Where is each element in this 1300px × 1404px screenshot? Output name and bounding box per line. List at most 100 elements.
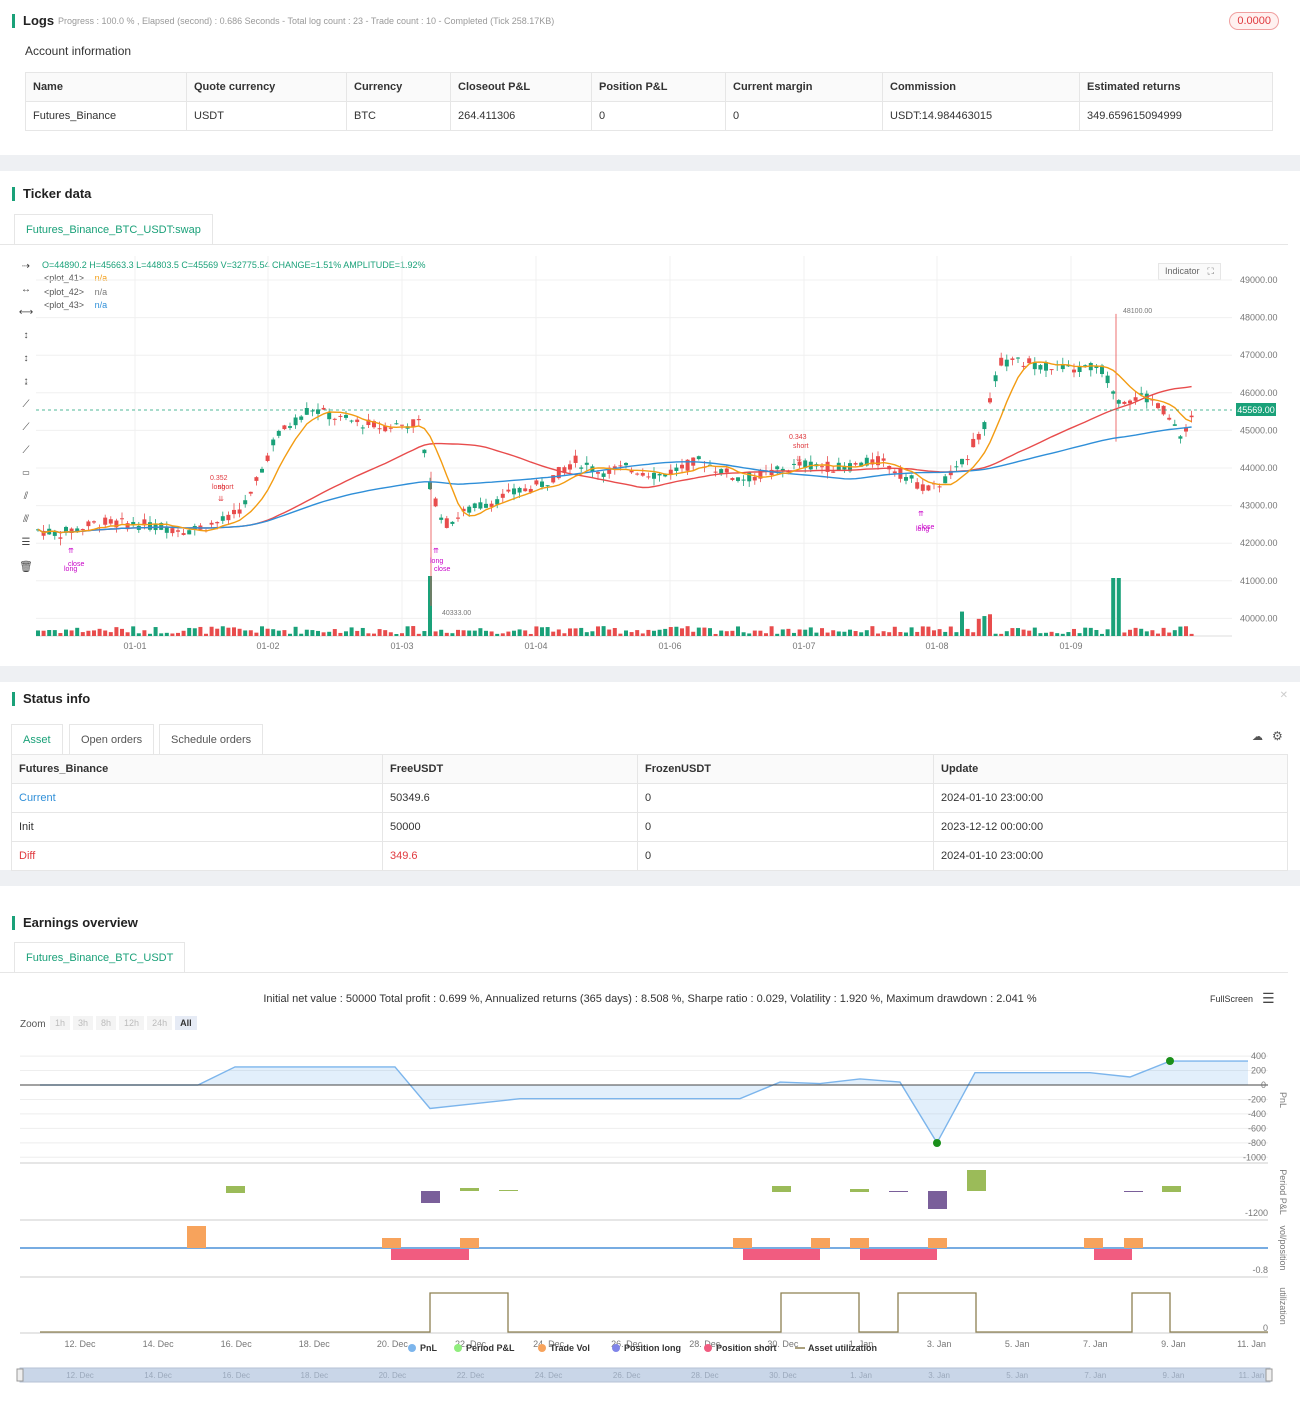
position-short-bar [391,1249,469,1260]
candle-body [243,500,248,505]
candle-body [276,430,281,436]
x-tick-label: 22. Dec [455,1339,487,1349]
candle-body [584,462,589,465]
parallel-channel-icon[interactable]: ⫽ [23,491,29,502]
trash-icon[interactable]: 🗑 [19,561,33,573]
candle-body [881,458,886,461]
fib-retracement-icon[interactable]: ☰ [21,537,31,548]
legend-label[interactable]: Position short [716,1343,777,1353]
volume-bar [265,628,270,636]
period-pnl-bar [421,1191,440,1203]
horizontal-segment-icon[interactable]: ⟷ [18,307,34,318]
legend-name: <plot_41> [44,273,85,283]
volume-bar [187,627,192,636]
volume-bar [450,633,455,636]
candle-body [321,407,326,410]
zoom-option[interactable]: 12h [119,1016,145,1030]
account-header: Closeout P&L [450,72,592,102]
cloud-download-icon[interactable]: ☁ [1252,731,1263,743]
volume-bar [814,632,819,636]
volume-bar [1184,626,1188,636]
fib-channel-icon[interactable]: ⫻ [23,514,29,525]
trend-line-icon[interactable]: ⟋ [22,399,30,410]
zoom-option[interactable]: 1h [50,1016,71,1030]
volume-bar [1139,628,1144,636]
legend-label[interactable]: Position long [624,1343,681,1353]
utilization-line [40,1292,1268,1333]
logs-badge[interactable]: 0.0000 [1229,12,1279,30]
extended-line-icon[interactable]: ⟋ [22,445,30,456]
status-panel: Status info ✕ Asset Open orders Schedule… [0,682,1300,871]
menu-icon[interactable]: ☰ [1262,990,1275,1006]
volume-bar [1004,631,1009,636]
candle-body [534,480,539,485]
volume-bar [590,631,595,636]
candle-body [1122,401,1127,404]
candle-body [853,463,858,465]
pnl-tick-label: -800 [1248,1138,1266,1148]
price-range-icon[interactable]: ▭ [22,468,30,477]
period-pnl-bar [772,1186,791,1192]
volume-bar [528,633,533,636]
volume-bar [394,633,399,636]
navigator-range[interactable] [19,1367,1271,1383]
earnings-chart[interactable]: 400 200 0 -200 -400 -600 -800 -1000 PnL Period P&… [0,886,1300,1404]
x-tick-label: 30. Dec [767,1339,799,1349]
volume-bar [237,628,242,636]
volume-bar [668,627,673,636]
tab-earnings-symbol[interactable]: Futures_Binance_BTC_USDT [14,942,186,972]
vertical-line-icon[interactable]: ↕ [23,353,29,364]
x-tick-label: 01-04 [524,641,547,651]
fullscreen-button[interactable]: FullScreen [1210,994,1253,1004]
tab-asset[interactable]: Asset [11,724,63,754]
legend-label[interactable]: Trade Vol [550,1343,590,1353]
volume-bar [1122,632,1127,636]
zoom-option[interactable]: 24h [147,1016,173,1030]
tab-schedule-orders[interactable]: Schedule orders [159,724,264,754]
legend-label[interactable]: PnL [420,1343,438,1353]
zoom-option[interactable]: 8h [96,1016,117,1030]
navigator-right-handle[interactable] [1265,1368,1273,1382]
legend-label[interactable]: Asset utilization [808,1343,877,1353]
candle-body [1116,400,1121,404]
volume-bar [674,626,679,636]
candle-body [1038,365,1043,370]
volume-bar [405,626,410,636]
candle-body [456,517,460,519]
candle-body [52,530,57,536]
volume-bar [887,632,892,636]
horizontal-line-icon[interactable]: ↔ [21,284,31,295]
zoom-option[interactable]: 3h [73,1016,94,1030]
ray-line-icon[interactable]: ⟋ [22,422,30,433]
vertical-segment-icon[interactable]: ↨ [23,376,29,387]
vertical-ray-icon[interactable]: ↕ [23,330,29,341]
legend-label[interactable]: Period P&L [466,1343,515,1353]
candle-body [428,481,432,490]
close-icon[interactable]: ✕ [1279,690,1288,701]
navigator-tick-label: 3. Jan [928,1371,950,1380]
candle-body [450,521,455,524]
volume-bar [58,633,63,636]
x-tick-label: 26. Dec [611,1339,643,1349]
navigator-left-handle[interactable] [16,1368,24,1382]
volume-bar [876,633,880,636]
candle-body [943,476,948,484]
navigator-tick-label: 14. Dec [144,1371,172,1380]
candle-body [629,469,634,473]
expand-icon[interactable]: ⛶ [1207,266,1214,276]
gear-icon[interactable]: ⚙ [1272,729,1283,743]
candle-body [338,415,343,417]
volume-bar [691,631,696,636]
navigator-tick-label: 24. Dec [535,1371,563,1380]
horizontal-ray-icon[interactable]: ⇢ [21,261,31,272]
candlestick-chart[interactable]: 49000.00 48000.00 47000.00 46000.00 45000.00… [0,171,1300,666]
trade-label: long [212,484,225,491]
tab-open-orders[interactable]: Open orders [69,724,155,754]
zoom-option-all[interactable]: All [175,1016,197,1030]
pnl-area [40,1061,1248,1143]
tab-ticker-symbol[interactable]: Futures_Binance_BTC_USDT:swap [14,214,213,244]
candle-body [551,475,556,483]
volume-bar [534,626,539,636]
volume-bar [47,630,52,636]
volume-bar [635,630,640,636]
